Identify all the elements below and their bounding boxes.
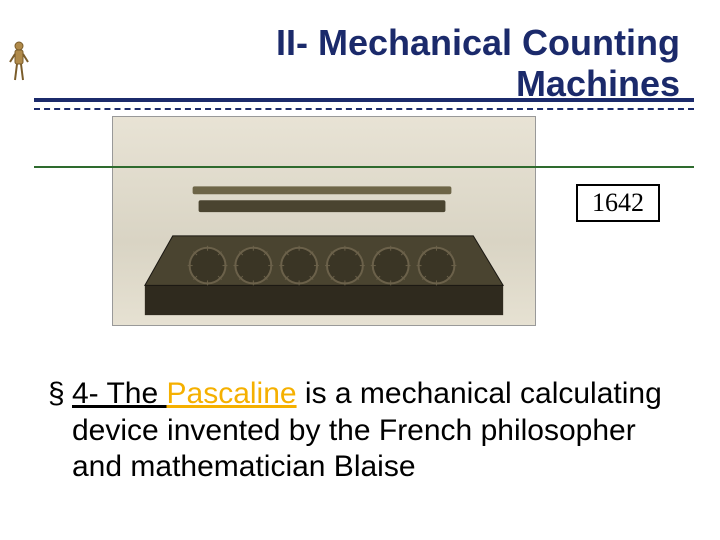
- machine-front: [145, 285, 503, 315]
- slide: II- Mechanical Counting Machines 1642 § …: [0, 0, 720, 540]
- title-underline-dashed: [34, 108, 694, 110]
- bullet-prefix: 4- The: [72, 377, 167, 410]
- year-box: 1642: [576, 184, 660, 222]
- display-bar: [199, 200, 446, 212]
- slide-title: II- Mechanical Counting Machines: [120, 22, 680, 105]
- accent-line: [34, 166, 694, 168]
- figure-icon: [8, 40, 30, 82]
- pascaline-photo: [112, 116, 536, 326]
- pascaline-link: Pascaline: [167, 377, 297, 410]
- bullet-item: § 4- The Pascaline is a mechanical calcu…: [48, 376, 678, 486]
- body-text: § 4- The Pascaline is a mechanical calcu…: [48, 376, 678, 486]
- title-underline-thick: [34, 98, 694, 102]
- bullet-marker: §: [48, 376, 62, 486]
- bullet-content: 4- The Pascaline is a mechanical calcula…: [72, 376, 678, 486]
- top-rail: [193, 186, 452, 194]
